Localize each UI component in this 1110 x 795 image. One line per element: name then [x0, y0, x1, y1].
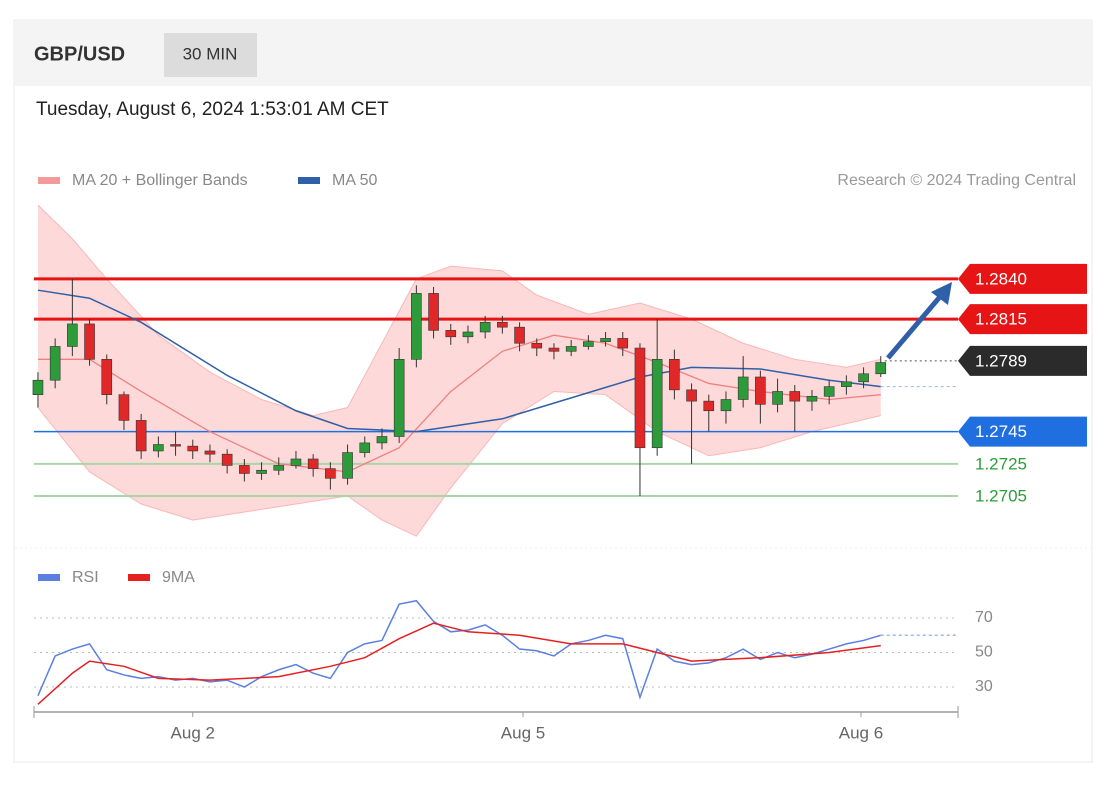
candle-body [67, 323, 78, 347]
candle-body [204, 450, 216, 455]
candle-body [634, 347, 646, 449]
candle-body [359, 442, 371, 453]
candle-body [101, 359, 113, 395]
x-tick-label: Aug 5 [501, 723, 545, 742]
level-label: 1.2815 [975, 310, 1027, 329]
legend-swatch [38, 574, 60, 581]
bollinger-band [37, 204, 881, 537]
moving-average [37, 289, 881, 433]
candle-body [841, 381, 852, 387]
candle-body [135, 420, 147, 452]
x-tick-label: Aug 2 [171, 723, 215, 742]
level-label: 1.2840 [975, 269, 1027, 288]
candle-body [789, 391, 801, 402]
date: Tuesday, August 6, 2024 1:53:01 AM CET [36, 99, 389, 120]
level-label: 1.2789 [975, 351, 1027, 370]
candle-body [445, 330, 457, 338]
level-label: 1.2725 [975, 454, 1027, 473]
candle-body [703, 400, 715, 412]
rsi-line [37, 622, 881, 705]
candle-body [325, 468, 336, 479]
candle-body [686, 389, 697, 402]
candle-body [49, 346, 61, 381]
candle-body [393, 359, 405, 437]
candle-body [462, 331, 474, 338]
forecast-arrow [886, 290, 946, 360]
candle-body [600, 338, 611, 342]
candle-body [720, 399, 732, 412]
legend-swatch [38, 177, 60, 184]
forecast-arrow-head [931, 282, 952, 305]
rsi-line [37, 599, 881, 700]
level-tag [958, 304, 1087, 335]
legend-label: MA 20 + Bollinger Bands [72, 172, 248, 189]
candle-body [737, 376, 749, 400]
candle-body [307, 458, 319, 469]
level-tag [958, 345, 1087, 376]
x-tick-label: Aug 6 [839, 723, 883, 742]
symbol: GBP/USD [34, 43, 125, 65]
candle-body [411, 293, 422, 360]
candle-body [755, 376, 766, 405]
candle-body [221, 453, 233, 466]
level-tag [958, 263, 1087, 294]
candle-body [239, 465, 250, 474]
legend-label: RSI [72, 569, 99, 586]
candle-body [256, 469, 267, 474]
candle-body [823, 386, 835, 397]
legend-label: 9MA [162, 569, 195, 586]
candle-body [651, 359, 663, 449]
moving-average [37, 334, 881, 473]
candle-body [858, 373, 869, 383]
candle-body [583, 341, 594, 347]
legend-swatch [128, 574, 150, 581]
candle-body [290, 458, 302, 466]
y-tick-label: 50 [975, 644, 993, 661]
legend-swatch [298, 177, 320, 184]
candle-body [428, 293, 439, 331]
candle-body [514, 326, 525, 344]
bollinger-upper [37, 204, 881, 417]
level-label: 1.2745 [975, 422, 1027, 441]
candle-body [497, 322, 508, 328]
candle-body [170, 444, 181, 447]
level-tag [958, 416, 1087, 447]
bollinger-lower [37, 390, 881, 537]
y-tick-label: 30 [975, 678, 993, 695]
candle-body [548, 347, 560, 352]
candle-body [118, 394, 130, 421]
candle-body [376, 436, 388, 444]
timeframe: 30 MIN [183, 44, 238, 63]
candle-body [669, 359, 680, 391]
credit: Research © 2024 Trading Central [837, 172, 1076, 189]
level-label: 1.2705 [975, 486, 1027, 505]
legend-label: MA 50 [332, 172, 377, 189]
candle-body [617, 338, 629, 349]
candle-body [875, 362, 887, 375]
candle-body [479, 322, 491, 333]
timeframe-badge [164, 33, 257, 77]
candle-body [342, 452, 353, 479]
rsi-panel: 30 50 70 RSI 9MA Aug 2 Aug 5 Aug 6 [33, 569, 993, 742]
candle-body [273, 465, 285, 471]
candle-body [531, 342, 543, 349]
price-panel: 1.2840 1.2815 1.2789 1.2745 1.2725 1.2705 MA 2… [32, 172, 1087, 537]
candle-body [565, 346, 577, 352]
candle-body [806, 395, 818, 402]
candle-body [772, 391, 783, 405]
candle-body [187, 445, 199, 452]
candle-body [153, 444, 164, 452]
candle-body [32, 379, 44, 395]
y-tick-label: 70 [975, 609, 993, 626]
candle-body [84, 323, 95, 360]
